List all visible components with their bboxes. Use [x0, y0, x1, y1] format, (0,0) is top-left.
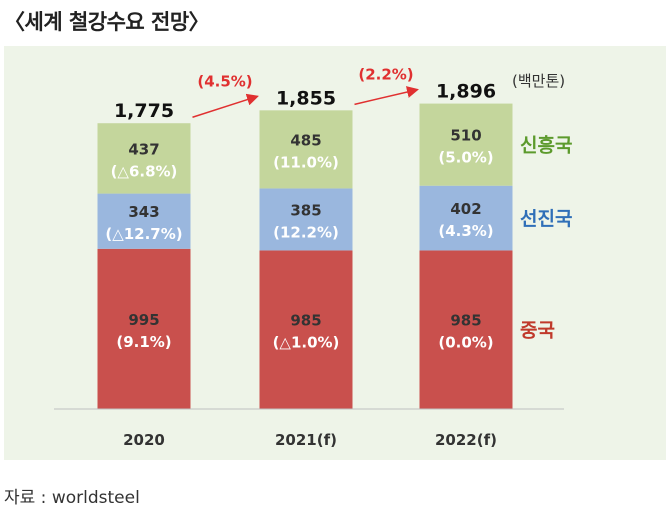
total-label: 1,775: [114, 100, 174, 122]
chart-title: 〈세계 철강수요 전망〉: [4, 10, 210, 34]
bar-segment-3-2: [259, 110, 353, 189]
value-label: 985: [290, 312, 321, 330]
value-label: 385: [290, 201, 321, 219]
x-tick-label: 2021(f): [275, 431, 337, 449]
percent-label: (△1.0%): [273, 334, 340, 352]
x-tick-label: 2020: [123, 431, 165, 449]
value-label: 510: [450, 127, 481, 145]
legend-label-1: 중국: [520, 320, 555, 342]
percent-label: (0.0%): [438, 334, 493, 352]
x-tick-label: 2022(f): [435, 431, 497, 449]
growth-arrow: [354, 86, 419, 106]
legend-label-3: 신흥국: [520, 134, 572, 157]
bar-segment-1-3: [419, 250, 513, 409]
value-label: 437: [128, 140, 159, 158]
bar-segment-3-3: [419, 103, 513, 186]
growth-arrow: [192, 93, 259, 118]
bar-segment-1-2: [259, 250, 353, 409]
value-label: 402: [450, 200, 481, 218]
percent-label: (5.0%): [438, 149, 493, 167]
unit-label: (백만톤): [512, 72, 565, 90]
total-label: 1,855: [276, 87, 336, 109]
source-note: 자료 : worldsteel: [4, 488, 140, 508]
growth-label: (2.2%): [358, 66, 413, 84]
legend-label-2: 선진국: [520, 208, 572, 230]
growth-label: (4.5%): [197, 72, 252, 90]
percent-label: (11.0%): [273, 153, 339, 171]
bar-segment-2-2: [259, 188, 353, 251]
stacked-bar-chart: 995 (9.1%) 343 (△12.7%) 437 (△6.8%) 1,775 2020 9…: [54, 66, 572, 449]
bar-segment-1-1: [97, 248, 191, 409]
total-label: 1,896: [436, 81, 496, 103]
value-label: 343: [128, 203, 159, 221]
bar-segment-3-1: [97, 123, 191, 194]
percent-label: (△6.8%): [111, 162, 178, 180]
bar-segment-2-3: [419, 185, 513, 251]
value-label: 985: [450, 312, 481, 330]
percent-label: (4.3%): [438, 222, 493, 240]
percent-label: (△12.7%): [105, 225, 182, 243]
bar-segment-2-1: [97, 193, 191, 249]
chart-panel: 995 (9.1%) 343 (△12.7%) 437 (△6.8%) 1,775 2020 9…: [4, 46, 666, 460]
percent-label: (9.1%): [116, 333, 171, 351]
value-label: 485: [290, 131, 321, 149]
percent-label: (12.2%): [273, 223, 339, 241]
value-label: 995: [128, 311, 159, 329]
